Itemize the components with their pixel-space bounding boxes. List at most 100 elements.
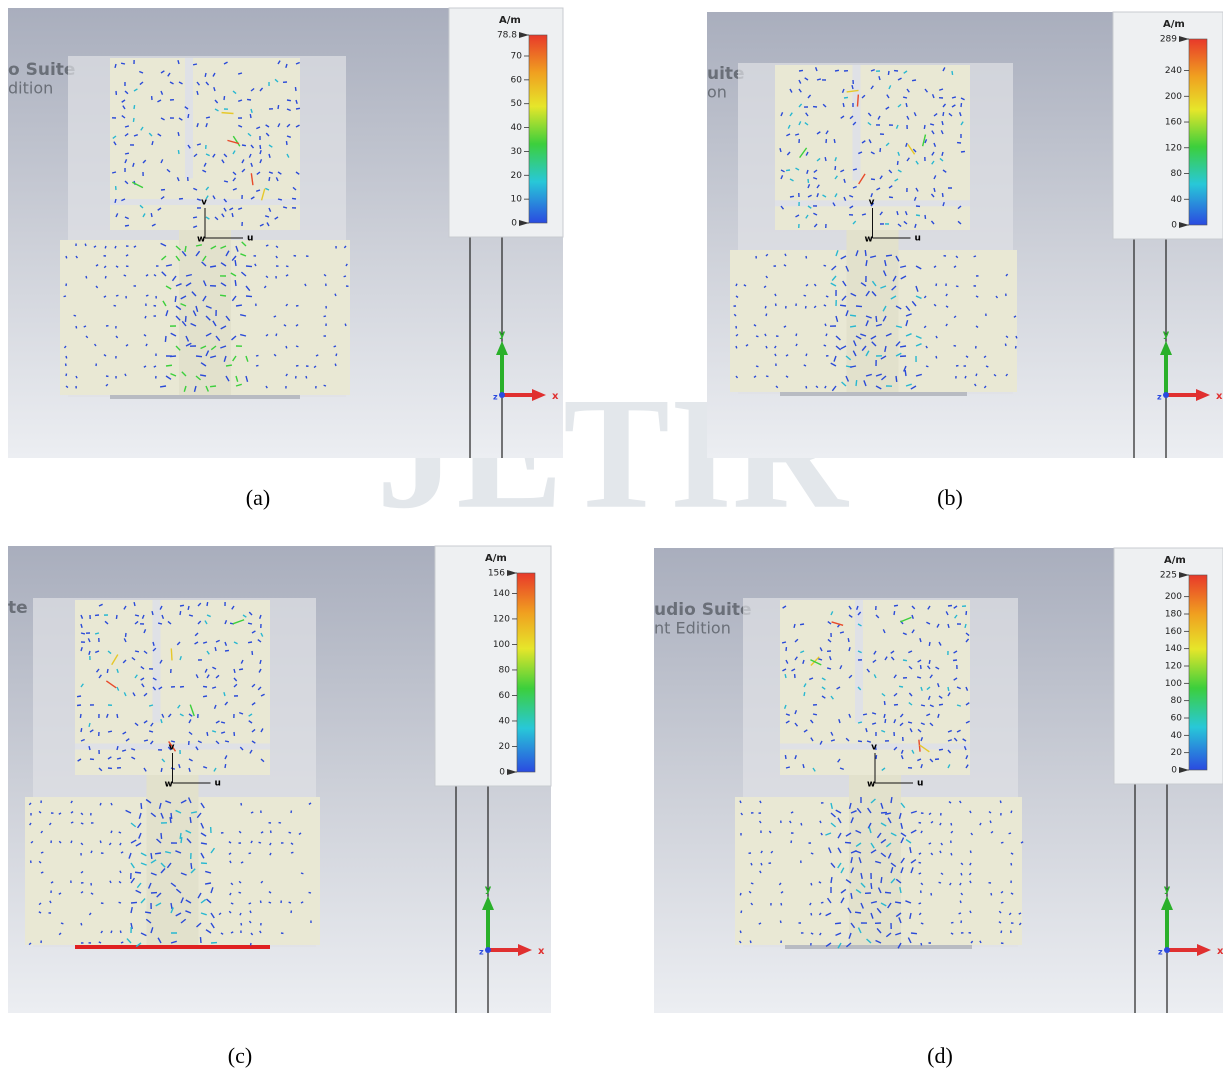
field-arrow: [296, 108, 300, 109]
field-arrow: [301, 873, 303, 874]
caption: (c): [228, 1043, 252, 1068]
field-arrow: [324, 385, 326, 386]
field-arrow: [276, 334, 277, 336]
colorbar-tick-label: 20: [1171, 748, 1183, 758]
field-arrow: [251, 812, 253, 813]
field-arrow: [848, 638, 849, 642]
field-arrow: [835, 70, 839, 71]
colorbar-tick-label: 60: [1171, 714, 1183, 724]
field-arrow: [858, 741, 862, 742]
local-axis-label: u: [915, 234, 921, 244]
field-arrow: [934, 188, 935, 192]
app-title: on: [707, 83, 727, 102]
field-arrow: [896, 376, 897, 382]
colorbar-tick-label: 78.8: [497, 31, 517, 41]
colorbar-tick-label: 289: [1160, 35, 1177, 45]
port: [780, 392, 967, 396]
field-arrow: [976, 296, 978, 297]
field-arrow: [125, 374, 126, 376]
field-arrow: [865, 250, 866, 256]
local-axis-label: w: [865, 235, 873, 245]
field-arrow: [235, 260, 236, 266]
field-arrow: [107, 669, 108, 673]
global-axis-label: y: [1163, 329, 1170, 340]
field-arrow: [165, 336, 166, 342]
field-arrow: [965, 624, 966, 628]
field-arrow: [970, 851, 971, 853]
global-axis-origin: [1163, 392, 1169, 398]
port: [110, 395, 300, 399]
colorbar-tick-label: 40: [511, 123, 523, 133]
colorbar-tick-label: 0: [1171, 766, 1177, 776]
field-arrow: [335, 294, 336, 296]
field-arrow: [921, 943, 922, 945]
field-arrow: [858, 722, 862, 723]
field-arrow: [239, 892, 241, 893]
app-title: udio Suite: [654, 600, 752, 620]
field-arrow: [821, 902, 823, 903]
field-arrow: [185, 246, 186, 252]
field-arrow: [188, 114, 189, 118]
field-arrow: [939, 749, 943, 750]
field-arrow: [316, 355, 318, 356]
field-arrow: [736, 346, 737, 348]
colorbar-tick-label: 40: [1171, 731, 1183, 741]
global-axis-label: y: [499, 329, 506, 340]
field-arrow: [344, 276, 346, 277]
field-arrow: [119, 902, 121, 903]
field-arrow: [86, 276, 87, 278]
field-arrow: [736, 284, 737, 286]
field-arrow: [855, 912, 861, 913]
field-arrow: [108, 731, 112, 732]
caption: (a): [246, 485, 270, 510]
field-arrow: [889, 197, 893, 198]
app-title: nt Edition: [654, 619, 731, 638]
panel: o SuiteditionvuwA/m78.8706050403020100yx…: [8, 8, 563, 458]
field-arrow: [929, 642, 930, 646]
field-arrow: [970, 911, 971, 913]
colorbar-tick-label: 120: [1165, 143, 1182, 153]
field-arrow: [897, 161, 898, 165]
field-arrow: [903, 97, 907, 98]
field-arrow: [161, 768, 162, 772]
field-arrow: [951, 853, 952, 855]
caption: (d): [927, 1043, 953, 1068]
port: [785, 945, 972, 949]
field-arrow: [266, 245, 268, 246]
field-arrow: [185, 316, 186, 322]
field-arrow: [77, 705, 81, 706]
colorbar-tick-label: 0: [499, 768, 505, 778]
local-axis-label: u: [215, 779, 221, 789]
field-arrow: [151, 213, 152, 217]
field-arrow: [894, 611, 895, 615]
global-axis-label: y: [485, 884, 492, 895]
colorbar: [517, 573, 535, 772]
field-arrow: [193, 217, 197, 218]
field-arrow: [990, 821, 991, 823]
field-arrow: [750, 941, 751, 943]
field-arrow: [845, 842, 851, 843]
field-arrow: [117, 746, 118, 750]
field-arrow: [81, 823, 83, 824]
field-arrow: [259, 842, 261, 843]
field-arrow: [286, 141, 287, 145]
field-arrow: [220, 295, 226, 296]
field-arrow: [800, 624, 804, 625]
field-arrow: [200, 937, 201, 943]
field-arrow: [291, 852, 293, 853]
field-arrow: [80, 714, 81, 718]
field-arrow: [181, 837, 182, 843]
field-arrow: [912, 80, 916, 81]
field-arrow: [76, 376, 77, 378]
field-arrow: [234, 669, 235, 673]
field-arrow: [112, 172, 116, 173]
field-arrow: [171, 903, 172, 909]
field-arrow: [906, 103, 907, 107]
panel: udio Suitent EditionvuwA/m22520018016014…: [654, 548, 1223, 1013]
field-arrow: [278, 105, 279, 109]
field-arrow: [891, 797, 892, 803]
colorbar-tick-label: 200: [1165, 92, 1182, 102]
field-arrow: [158, 623, 162, 624]
global-axis-label: x: [552, 391, 559, 402]
colorbar-tick-label: 80: [1171, 169, 1183, 179]
